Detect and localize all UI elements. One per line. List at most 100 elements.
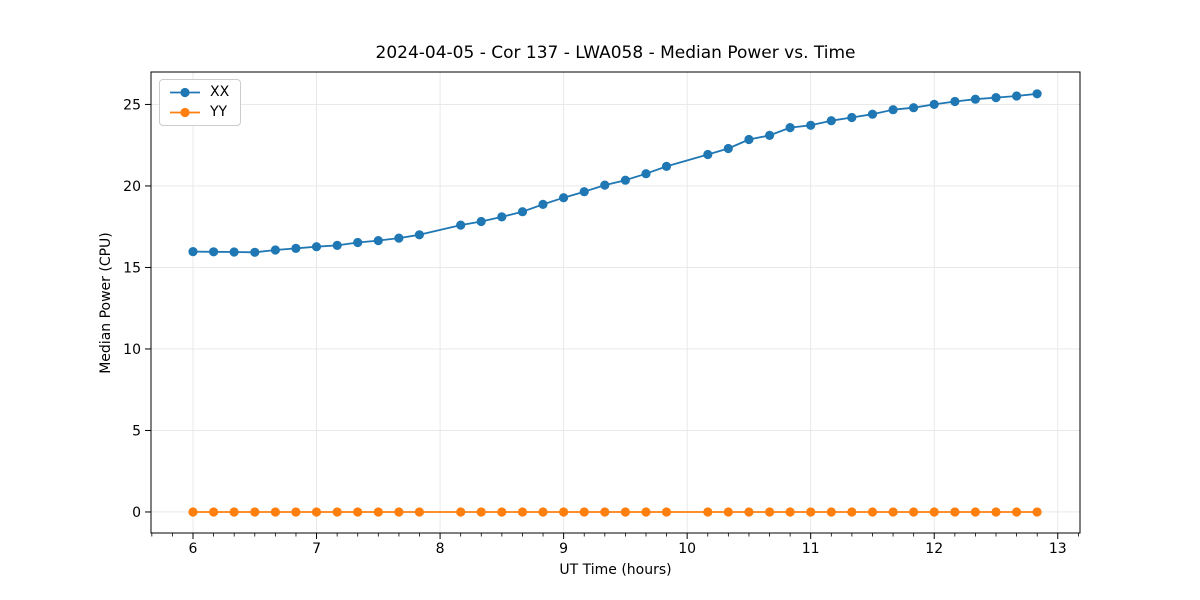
data-point-yy (888, 507, 898, 517)
data-point-xx (559, 193, 569, 203)
data-point-xx (188, 247, 198, 257)
data-point-yy (250, 507, 260, 517)
data-point-xx (641, 169, 651, 179)
data-point-yy (188, 507, 198, 517)
x-tick-label: 10 (678, 541, 696, 557)
data-point-xx (497, 212, 507, 222)
data-point-yy (229, 507, 239, 517)
data-point-yy (661, 507, 672, 517)
data-point-yy (600, 507, 610, 517)
x-tick-label: 11 (802, 541, 820, 557)
data-point-yy (950, 507, 960, 517)
data-point-xx (785, 123, 795, 133)
data-point-xx (847, 112, 857, 123)
data-point-yy (641, 507, 651, 517)
y-tick-label: 10 (123, 342, 141, 358)
data-point-xx (1012, 91, 1022, 101)
data-point-yy (723, 507, 733, 517)
y-tick-label: 15 (123, 260, 141, 276)
data-point-xx (414, 230, 424, 240)
data-point-xx (476, 216, 486, 227)
data-point-yy (826, 507, 836, 517)
data-point-yy (785, 507, 795, 517)
data-point-yy (209, 507, 219, 517)
data-point-xx (209, 247, 219, 257)
data-point-xx (765, 130, 775, 140)
data-point-yy (394, 507, 404, 517)
data-point-xx (250, 247, 260, 257)
y-tick-label: 20 (123, 179, 141, 195)
y-tick-label: 5 (132, 423, 141, 439)
data-point-yy (703, 507, 713, 517)
legend-item-xx: XX (169, 85, 229, 100)
legend-label-xx: XX (210, 84, 230, 100)
data-point-xx (291, 243, 301, 253)
legend: XX YY (159, 79, 242, 126)
data-point-xx (517, 207, 528, 217)
data-point-xx (826, 116, 836, 126)
data-point-xx (970, 94, 981, 104)
data-point-yy (744, 507, 754, 517)
data-point-xx (1032, 89, 1042, 99)
data-point-xx (353, 237, 363, 248)
data-point-yy (909, 507, 919, 517)
y-axis-title: Median Power (CPU) (98, 232, 114, 374)
x-tick-label: 8 (436, 541, 445, 557)
data-point-yy (991, 507, 1001, 517)
data-point-xx (332, 240, 342, 250)
data-point-yy (765, 507, 775, 517)
data-point-xx (538, 199, 548, 209)
data-point-yy (497, 507, 507, 517)
data-point-xx (620, 175, 631, 185)
data-point-xx (888, 105, 898, 115)
legend-marker-yy-icon (170, 107, 200, 118)
legend-label-yy: YY (210, 104, 228, 120)
chart-title: 2024-04-05 - Cor 137 - LWA058 - Median P… (375, 43, 856, 63)
legend-marker-xx-icon (170, 87, 200, 98)
data-point-yy (867, 507, 878, 517)
data-point-yy (847, 507, 857, 517)
data-point-yy (929, 507, 939, 517)
data-point-xx (991, 93, 1001, 103)
data-point-xx (311, 242, 322, 252)
data-point-xx (600, 180, 610, 190)
data-point-xx (703, 149, 713, 160)
data-point-xx (394, 233, 404, 243)
data-point-yy (559, 507, 569, 517)
data-point-xx (806, 120, 816, 130)
x-tick-label: 6 (189, 541, 198, 557)
data-point-yy (970, 507, 981, 517)
data-point-yy (270, 507, 280, 517)
y-tick-label: 0 (132, 505, 141, 521)
data-point-yy (373, 507, 383, 517)
series-line-xx (192, 92, 1038, 254)
data-point-xx (456, 220, 466, 230)
data-point-xx (909, 103, 919, 113)
data-point-xx (229, 247, 239, 257)
data-point-xx (373, 236, 383, 246)
data-point-yy (311, 507, 322, 517)
data-point-yy (620, 507, 631, 517)
x-tick-label: 12 (925, 541, 943, 557)
data-point-yy (291, 507, 301, 517)
data-point-xx (867, 109, 878, 119)
data-point-yy (456, 507, 466, 517)
x-tick-label: 13 (1049, 541, 1067, 557)
data-point-yy (538, 507, 548, 517)
data-point-yy (332, 507, 342, 517)
data-point-yy (353, 507, 363, 517)
plot-border (150, 71, 1081, 534)
data-point-xx (929, 99, 939, 109)
data-point-yy (476, 507, 486, 517)
data-point-xx (270, 245, 280, 255)
data-point-yy (579, 507, 589, 517)
data-point-yy (1032, 507, 1042, 517)
y-tick-label: 25 (123, 97, 141, 113)
legend-item-yy: YY (169, 105, 229, 120)
x-tick-label: 9 (559, 541, 568, 557)
x-tick-label: 7 (312, 541, 321, 557)
data-point-xx (950, 96, 960, 107)
data-point-yy (1012, 507, 1022, 517)
data-point-xx (661, 161, 672, 171)
